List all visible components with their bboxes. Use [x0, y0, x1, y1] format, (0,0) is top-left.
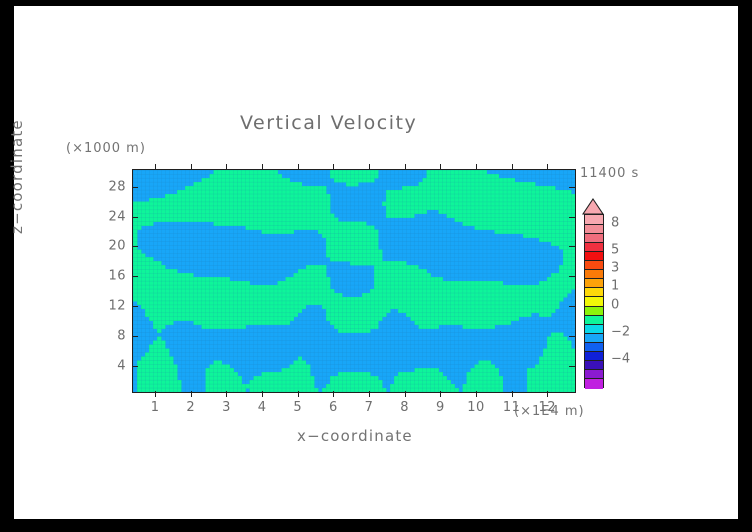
colorbar-band [585, 368, 603, 380]
x-tick-label: 8 [400, 400, 410, 415]
y-tick-label: 12 [108, 298, 126, 314]
colorbar-band [585, 305, 603, 317]
x-tick-label: 6 [329, 400, 338, 415]
colorbar-band [585, 242, 603, 253]
time-annotation: 11400 s [580, 166, 640, 181]
x-tick-label: 2 [186, 400, 196, 415]
y-axis-unit-label: (×1000 m) [66, 141, 146, 156]
y-tick-mark [569, 365, 575, 367]
x-tick-label: 10 [467, 400, 485, 415]
x-tick-label: 5 [293, 400, 303, 415]
y-tick-mark [569, 186, 575, 188]
x-axis-title: x−coordinate [297, 427, 413, 445]
colorbar-band [585, 287, 603, 299]
y-tick-mark [569, 246, 575, 248]
y-tick-mark [569, 335, 575, 337]
x-tick-mark [297, 164, 299, 170]
colorbar-band [585, 332, 603, 344]
x-tick-mark [475, 164, 477, 170]
y-tick-label: 4 [117, 358, 126, 374]
colorbar-band [585, 215, 603, 225]
page-title: Vertical Velocity [240, 112, 418, 134]
colorbar-band [585, 359, 603, 371]
y-tick-label: 16 [108, 268, 126, 284]
x-tick-mark [297, 391, 299, 397]
y-tick-mark [132, 216, 138, 218]
x-tick-label: 7 [364, 400, 374, 415]
y-tick-label: 8 [117, 328, 126, 344]
x-tick-mark [333, 391, 335, 397]
x-tick-label: 4 [257, 400, 267, 415]
y-tick-label: 20 [108, 238, 126, 254]
colorbar-arrow-cap [582, 198, 604, 215]
colorbar-tick-label: −4 [611, 351, 631, 367]
x-tick-mark [547, 391, 549, 397]
colorbar-tick-label: −2 [611, 324, 631, 340]
colorbar-band [585, 350, 603, 362]
colorbar-band [585, 278, 603, 289]
y-tick-mark [132, 365, 138, 367]
y-tick-label: 28 [108, 179, 126, 195]
x-tick-mark [511, 164, 513, 170]
colorbar-band [585, 269, 603, 280]
colorbar-band [585, 224, 603, 235]
x-tick-mark [262, 391, 264, 397]
y-tick-label: 24 [108, 209, 126, 225]
colorbar-tick-label: 8 [611, 215, 620, 231]
x-tick-mark [190, 391, 192, 397]
x-tick-mark [440, 391, 442, 397]
colorbar-band [585, 296, 603, 308]
vertical-velocity-field [133, 170, 575, 392]
x-tick-mark [262, 164, 264, 170]
x-tick-label: 12 [538, 400, 557, 415]
x-axis-unit-label: (×1E4 m) [514, 404, 585, 419]
y-tick-mark [132, 335, 138, 337]
colorbar-band [585, 314, 603, 326]
colorbar-band [585, 251, 603, 262]
colorbar-tick-label: 1 [611, 278, 620, 294]
x-tick-label: 9 [435, 400, 445, 415]
y-tick-mark [569, 276, 575, 278]
x-tick-mark [155, 164, 157, 170]
colorbar-band [585, 377, 603, 389]
y-tick-mark [132, 276, 138, 278]
colorbar-band [585, 260, 603, 271]
x-tick-mark [226, 391, 228, 397]
x-tick-mark [155, 391, 157, 397]
y-tick-mark [569, 306, 575, 308]
x-tick-mark [369, 164, 371, 170]
x-tick-label: 11 [502, 400, 521, 415]
y-axis-title: z−coordinate [8, 119, 26, 234]
y-tick-mark [132, 246, 138, 248]
contour-plot-area [132, 169, 576, 393]
x-tick-mark [404, 164, 406, 170]
x-tick-mark [226, 164, 228, 170]
x-tick-mark [190, 164, 192, 170]
colorbar-band [585, 323, 603, 335]
x-tick-mark [369, 391, 371, 397]
colorbar-band [585, 341, 603, 353]
colorbar-tick-label: 5 [611, 242, 620, 258]
y-tick-mark [132, 306, 138, 308]
colorbar-tick-label: 0 [611, 297, 620, 313]
colorbar-tick-label: 3 [611, 260, 620, 276]
x-tick-mark [333, 164, 335, 170]
x-tick-mark [440, 164, 442, 170]
y-tick-mark [132, 186, 138, 188]
colorbar-band [585, 233, 603, 244]
y-tick-mark [569, 216, 575, 218]
x-tick-mark [404, 391, 406, 397]
colorbar [584, 214, 604, 389]
x-tick-mark [511, 391, 513, 397]
x-tick-mark [475, 391, 477, 397]
x-tick-label: 1 [150, 400, 160, 415]
x-tick-label: 3 [222, 400, 231, 415]
x-tick-mark [547, 164, 549, 170]
